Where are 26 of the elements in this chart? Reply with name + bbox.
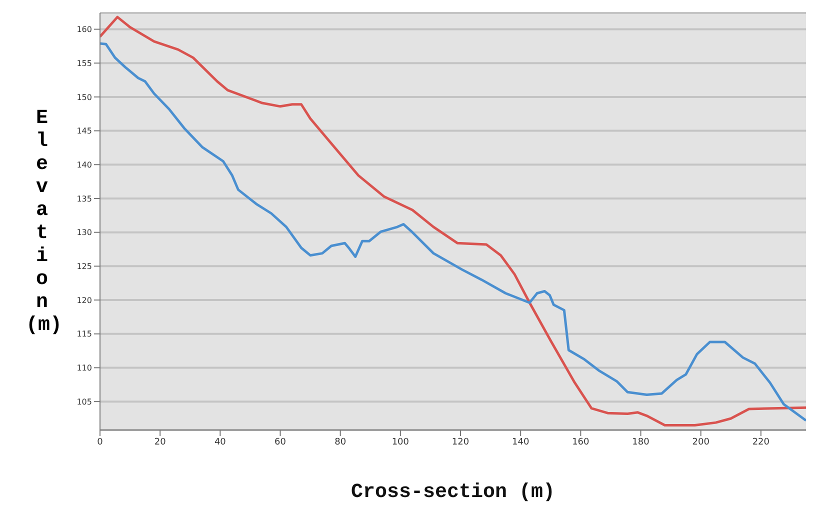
y-tick-label: 140 [76, 160, 92, 170]
x-tick-label: 100 [392, 437, 410, 448]
y-tick-label: 105 [76, 397, 92, 406]
y-tick-label: 160 [76, 25, 92, 34]
x-tick-label: 220 [752, 437, 770, 448]
x-tick-label: 80 [334, 437, 346, 448]
y-tick-label: 130 [76, 228, 92, 238]
x-tick-label: 160 [572, 437, 590, 448]
text: Elevation (m) [26, 107, 62, 337]
y-tick-label: 110 [76, 364, 92, 373]
y-tick-label: 145 [76, 126, 92, 136]
x-tick-label: 180 [632, 437, 650, 448]
y-tick-label: 115 [76, 330, 92, 339]
x-tick-label: 60 [274, 437, 286, 448]
x-axis-title: Cross-section (m) [350, 481, 556, 504]
x-tick-label: 140 [512, 437, 530, 448]
y-tick-label: 135 [76, 194, 92, 204]
x-tick-label: 20 [154, 437, 166, 448]
y-tick-label: 125 [76, 262, 92, 272]
x-tick-label: 120 [452, 437, 470, 448]
y-tick-label: 150 [76, 92, 92, 102]
x-tick-label: 0 [97, 437, 104, 448]
x-tick-label: 40 [214, 437, 226, 448]
x-tick-label: 200 [692, 437, 710, 448]
y-tick-label: 120 [76, 296, 92, 305]
y-tick-label: 155 [76, 58, 92, 68]
